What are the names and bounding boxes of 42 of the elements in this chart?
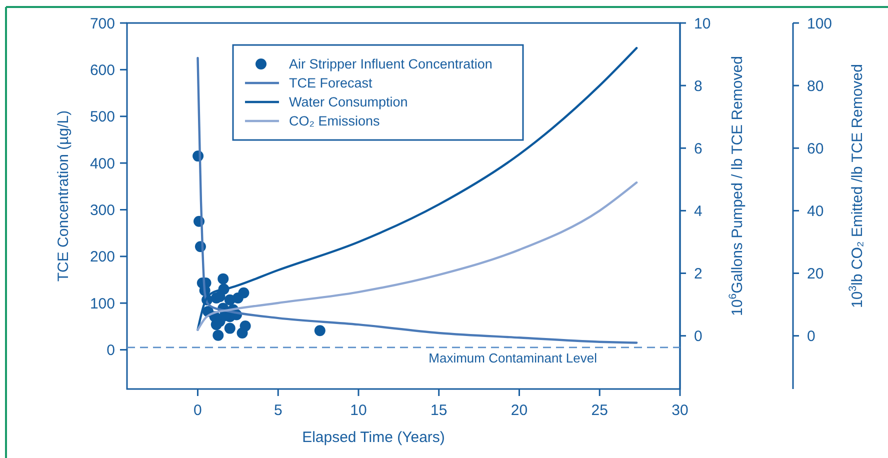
y2-tick-label: 0 (694, 328, 702, 346)
y2-tick-label: 4 (694, 202, 702, 220)
y-tick-label: 300 (90, 202, 115, 219)
point (218, 273, 229, 284)
point (238, 287, 250, 298)
y-tick-label: 600 (90, 62, 115, 79)
y-tick-label: 400 (90, 155, 115, 172)
y3-tick-label: 60 (807, 140, 824, 158)
y3-tick-label: 40 (807, 202, 824, 220)
y3-tick-label: 0 (807, 328, 816, 346)
point (224, 322, 236, 334)
ref-line-label: Maximum Contaminant Level (428, 350, 598, 366)
y-tick-label: 700 (90, 15, 115, 32)
y3-tick-label: 100 (807, 15, 832, 32)
line-series (196, 181, 638, 331)
y-tick-label: 500 (90, 108, 115, 126)
legend-label: Air Stripper Influent Concentration (289, 56, 492, 72)
y2-tick-label: 8 (694, 78, 702, 95)
x-tick-label: 20 (510, 402, 528, 419)
point (314, 325, 326, 336)
x-tick-label: 30 (672, 402, 688, 419)
y-tick-label: 0 (106, 342, 115, 360)
x-tick-label: 0 (194, 402, 202, 419)
x-tick-label: 15 (430, 402, 448, 419)
legend-label: Water Consumption (289, 94, 408, 110)
y-tick-label: 100 (90, 295, 115, 312)
y2-tick-label: 10 (694, 15, 711, 32)
legend-label: TCE Forecast (289, 76, 373, 91)
y2-tick-label: 2 (694, 266, 702, 283)
x-tick-label: 25 (591, 402, 608, 419)
y-axis-title: TCE Concentration (µg/L) (55, 110, 72, 282)
x-tick-label: 5 (274, 402, 282, 419)
y2-tick-label: 6 (694, 140, 702, 158)
x-tick-label: 10 (350, 402, 367, 419)
x-axis-title: Elapsed Time (Years) (302, 429, 445, 446)
legend-label: CO₂ Emissions (289, 114, 380, 129)
y3-tick-label: 20 (807, 266, 824, 283)
point (240, 320, 251, 332)
y3-tick-label: 80 (807, 78, 824, 95)
point (212, 330, 224, 341)
point (214, 291, 226, 302)
y-tick-label: 200 (90, 248, 115, 266)
